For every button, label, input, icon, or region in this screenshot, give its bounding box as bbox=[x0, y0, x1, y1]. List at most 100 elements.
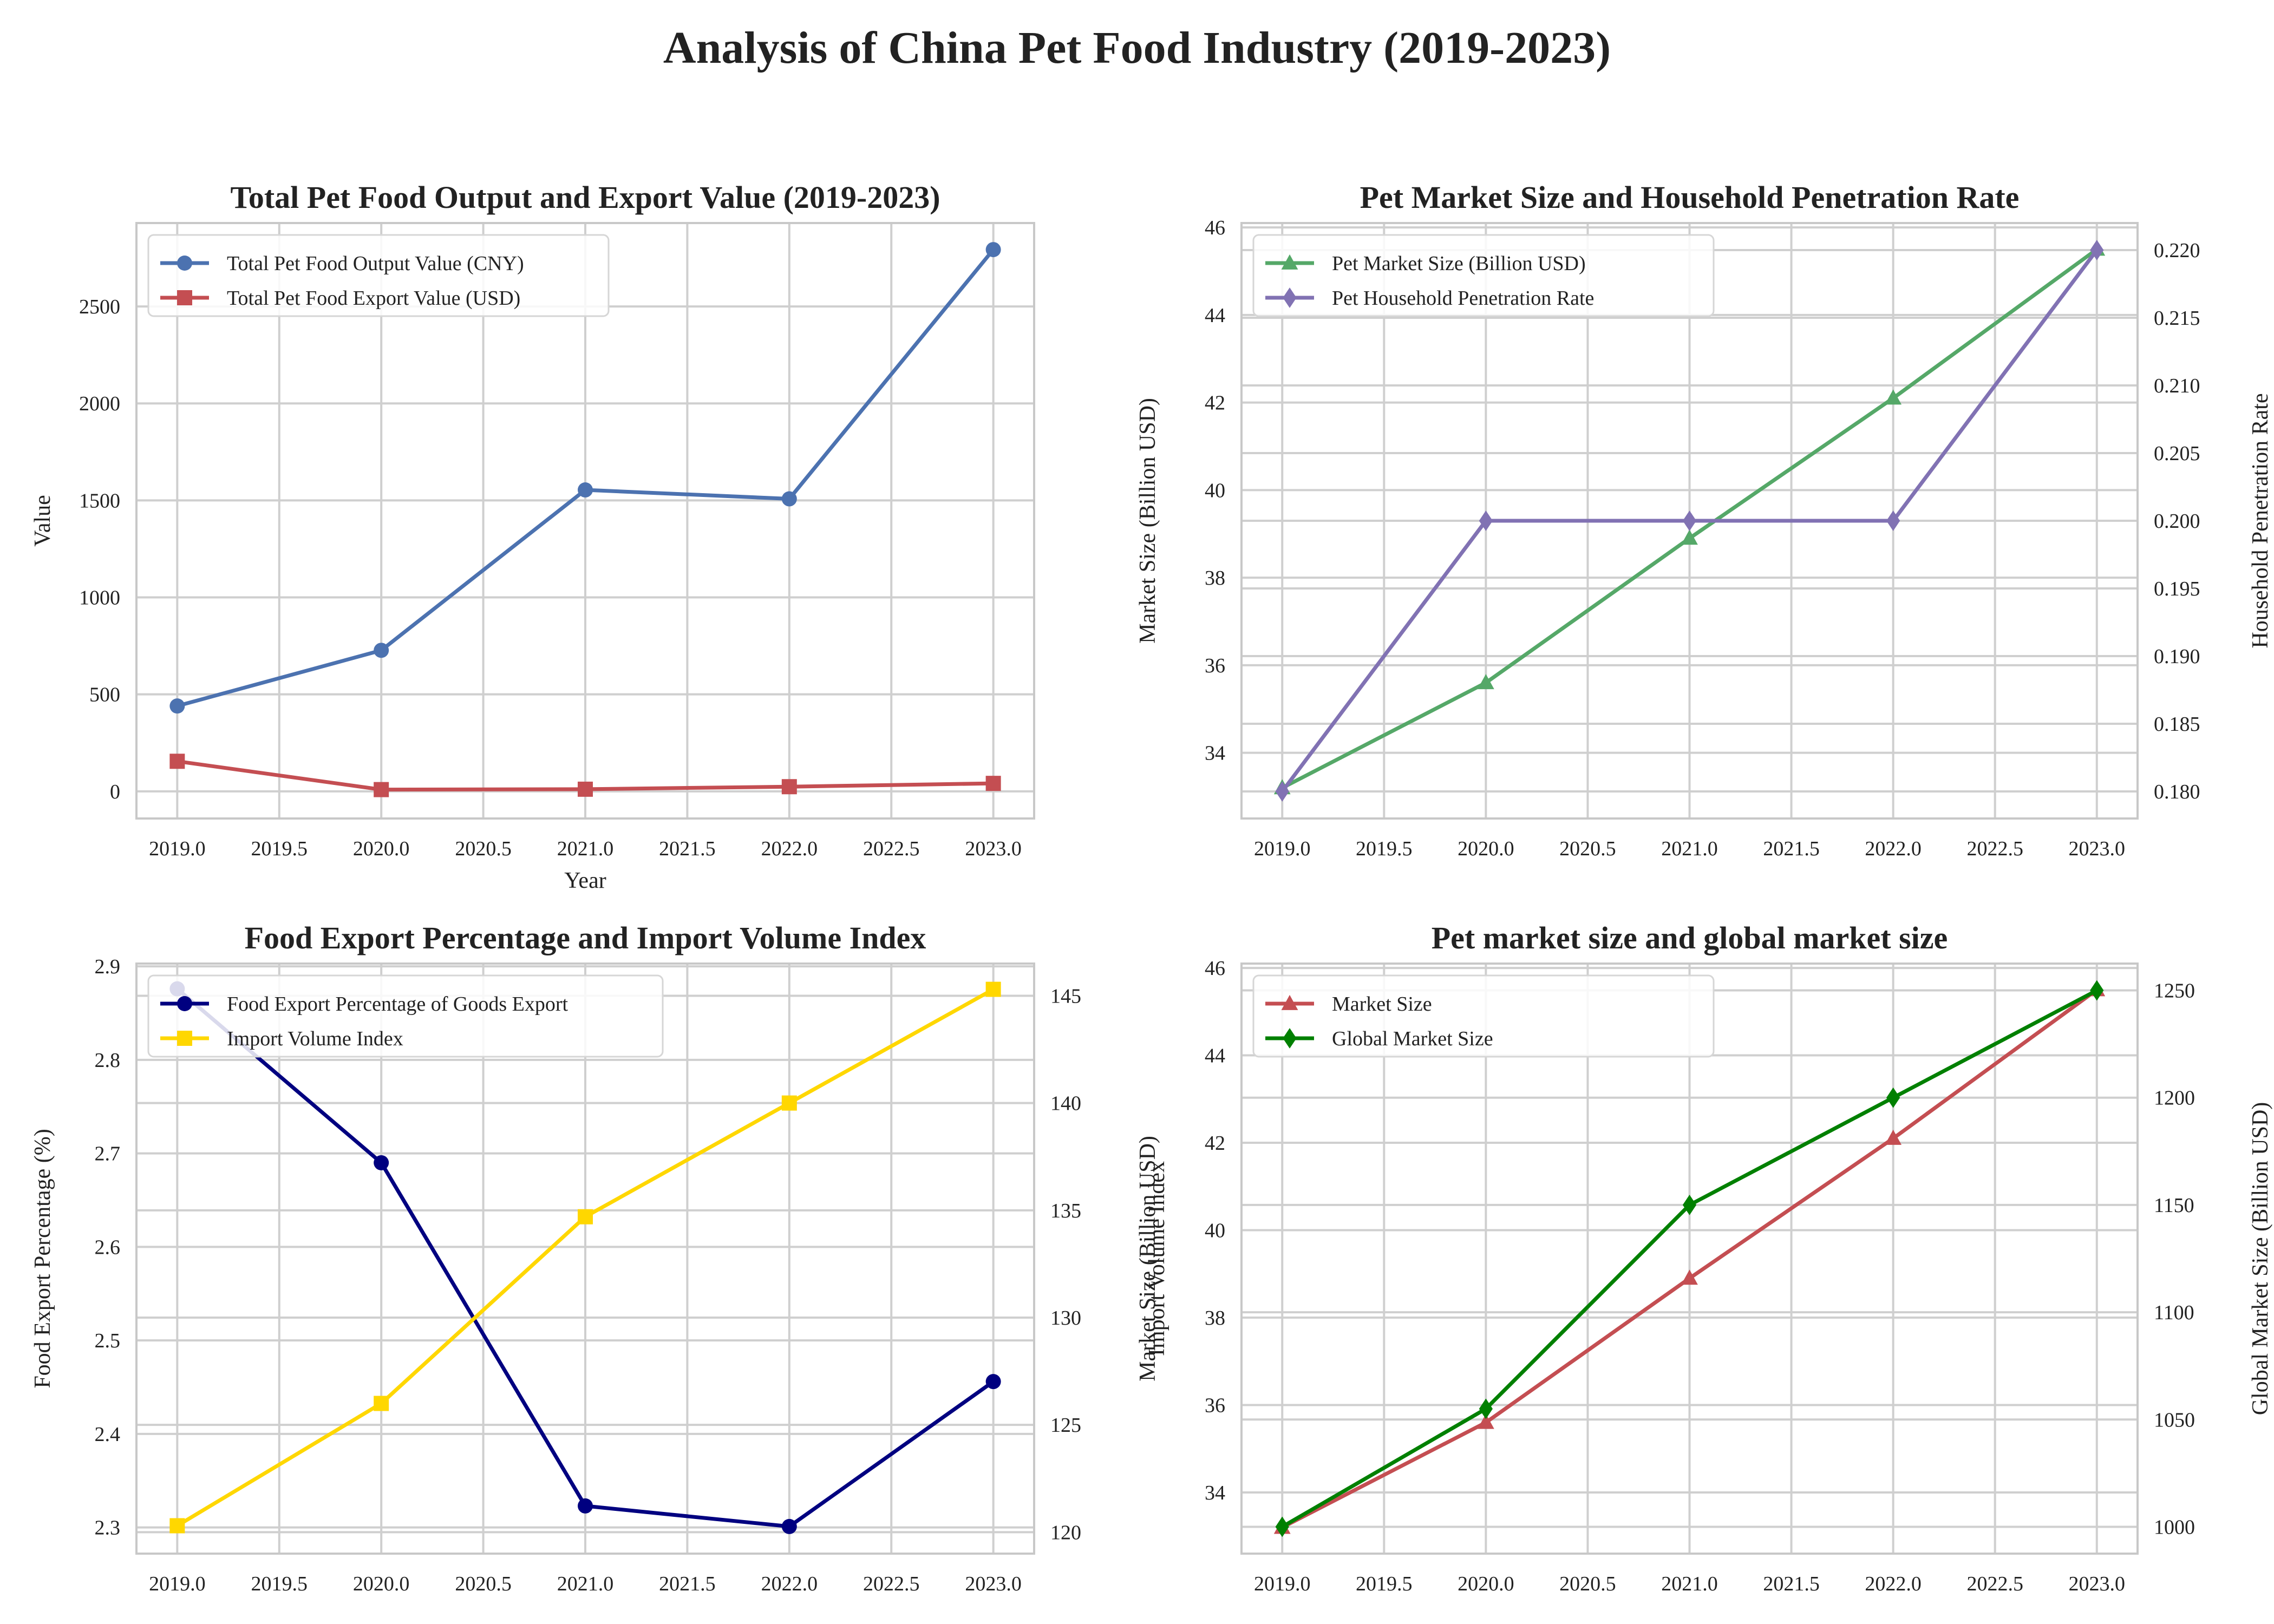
x-tick-label: 2023.0 bbox=[965, 1573, 1022, 1595]
legend-box bbox=[147, 974, 664, 1058]
panel-3: 2019.0 2019.5 2020.0 2020.5 2021.0 2021.5 2022… bbox=[30, 920, 1169, 1595]
y2-tick-label: 1050 bbox=[2154, 1409, 2195, 1431]
x-tick-label: 2022.5 bbox=[1966, 1573, 2023, 1595]
data-point bbox=[1479, 1398, 1493, 1419]
y-tick-label: 44 bbox=[1205, 1045, 1225, 1068]
y-tick-label: 36 bbox=[1205, 654, 1225, 677]
y-tick-label: 42 bbox=[1205, 1132, 1225, 1155]
y-tick-label: 34 bbox=[1205, 742, 1225, 765]
data-point bbox=[578, 781, 593, 797]
y-tick-label: 38 bbox=[1205, 567, 1225, 590]
data-point bbox=[1886, 510, 1900, 531]
legend-box bbox=[1252, 234, 1715, 317]
data-point bbox=[985, 1374, 1001, 1390]
y-tick-label: 2000 bbox=[79, 392, 120, 415]
y2-tick-label: 0.205 bbox=[2154, 442, 2200, 465]
y2-tick-label: 120 bbox=[1050, 1521, 1081, 1544]
y-tick-label: 2.4 bbox=[95, 1423, 121, 1446]
legend-marker bbox=[177, 290, 192, 305]
legend-box bbox=[147, 234, 610, 317]
y-tick-label: 500 bbox=[89, 684, 120, 706]
y-tick-label: 2.9 bbox=[95, 955, 121, 978]
y2-tick-label: 1100 bbox=[2154, 1301, 2194, 1324]
x-tick-label: 2019.0 bbox=[149, 837, 206, 860]
data-point bbox=[1681, 529, 1698, 545]
x-tick-label: 2019.0 bbox=[1254, 837, 1311, 860]
x-tick-label: 2023.0 bbox=[2069, 1573, 2126, 1595]
data-point bbox=[1477, 674, 1494, 690]
data-point bbox=[1477, 1413, 1494, 1429]
x-tick-label: 2022.0 bbox=[761, 1573, 818, 1595]
x-tick-label: 2021.5 bbox=[659, 1573, 716, 1595]
x-tick-label: 2021.0 bbox=[557, 1573, 614, 1595]
x-tick-label: 2020.0 bbox=[353, 1573, 410, 1595]
data-point bbox=[2090, 980, 2104, 1001]
legend-marker bbox=[1281, 254, 1298, 270]
data-point bbox=[1886, 1087, 1900, 1108]
y2-tick-label: 135 bbox=[1050, 1200, 1081, 1222]
y2-tick-label: 1150 bbox=[2154, 1194, 2194, 1217]
y2-tick-label: 0.195 bbox=[2154, 578, 2200, 600]
y2-tick-label: 0.210 bbox=[2154, 375, 2200, 397]
x-tick-label: 2020.5 bbox=[455, 1573, 512, 1595]
legend-label: Global Market Size bbox=[1332, 1027, 1493, 1050]
y2-axis-label: Import Volume Index bbox=[1145, 1161, 1169, 1356]
legend-label: Total Pet Food Output Value (CNY) bbox=[227, 252, 524, 275]
data-point bbox=[374, 1396, 389, 1411]
x-tick-label: 2020.5 bbox=[455, 837, 512, 860]
y-tick-label: 40 bbox=[1205, 479, 1225, 502]
plot-frame bbox=[1240, 962, 2139, 1555]
x-tick-label: 2020.0 bbox=[353, 837, 410, 860]
plot-frame bbox=[135, 222, 1035, 820]
x-tick-label: 2019.0 bbox=[149, 1573, 206, 1595]
x-tick-label: 2021.0 bbox=[557, 837, 614, 860]
chart-title: Food Export Percentage and Import Volume… bbox=[245, 920, 926, 955]
y-tick-label: 40 bbox=[1205, 1220, 1225, 1242]
y2-tick-label: 130 bbox=[1050, 1307, 1081, 1330]
data-point bbox=[1682, 510, 1697, 531]
data-point bbox=[578, 1209, 593, 1224]
data-point bbox=[578, 1498, 593, 1514]
y-tick-label: 2500 bbox=[79, 296, 120, 318]
legend-label: Market Size bbox=[1332, 993, 1432, 1016]
panel-1: 2019.0 2019.5 2020.0 2020.5 2021.0 2021.5 2022… bbox=[30, 180, 1035, 893]
data-point bbox=[374, 782, 389, 797]
y-tick-label: 2.7 bbox=[95, 1143, 121, 1165]
x-tick-label: 2022.5 bbox=[863, 837, 920, 860]
y-tick-label: 1000 bbox=[79, 587, 120, 610]
x-tick-label: 2023.0 bbox=[965, 837, 1022, 860]
y2-tick-label: 1250 bbox=[2154, 980, 2195, 1003]
x-tick-label: 2020.0 bbox=[1458, 837, 1514, 860]
data-point bbox=[1479, 510, 1493, 531]
legend-box bbox=[1252, 974, 1715, 1058]
x-tick-label: 2022.0 bbox=[1865, 837, 1922, 860]
y-tick-label: 46 bbox=[1205, 957, 1225, 980]
legend-label: Pet Household Penetration Rate bbox=[1332, 287, 1594, 310]
x-tick-label: 2019.5 bbox=[251, 837, 308, 860]
legend-label: Food Export Percentage of Goods Export bbox=[227, 993, 568, 1016]
y-axis-label: Food Export Percentage (%) bbox=[30, 1129, 55, 1388]
x-tick-label: 2019.0 bbox=[1254, 1573, 1311, 1595]
data-point bbox=[1275, 781, 1289, 802]
data-point bbox=[169, 698, 185, 714]
y-tick-label: 2.5 bbox=[95, 1330, 121, 1352]
y2-axis-label: Household Penetration Rate bbox=[2248, 393, 2273, 648]
y2-tick-label: 0.180 bbox=[2154, 781, 2200, 803]
data-point bbox=[169, 754, 185, 769]
x-tick-label: 2021.5 bbox=[1763, 837, 1820, 860]
data-point bbox=[781, 491, 797, 507]
data-point bbox=[985, 776, 1001, 791]
y2-tick-label: 125 bbox=[1050, 1414, 1081, 1437]
data-point bbox=[1681, 1269, 1698, 1285]
data-point bbox=[374, 1155, 389, 1170]
y-tick-label: 2.8 bbox=[95, 1049, 121, 1072]
y2-tick-label: 0.200 bbox=[2154, 510, 2200, 533]
x-tick-label: 2023.0 bbox=[2069, 837, 2126, 860]
x-tick-label: 2021.5 bbox=[659, 837, 716, 860]
y-axis-label: Market Size (Billion USD) bbox=[1135, 398, 1160, 644]
plot-frame bbox=[1240, 222, 2139, 820]
data-point bbox=[985, 981, 1001, 997]
x-tick-label: 2022.5 bbox=[1966, 837, 2023, 860]
y2-tick-label: 140 bbox=[1050, 1092, 1081, 1115]
